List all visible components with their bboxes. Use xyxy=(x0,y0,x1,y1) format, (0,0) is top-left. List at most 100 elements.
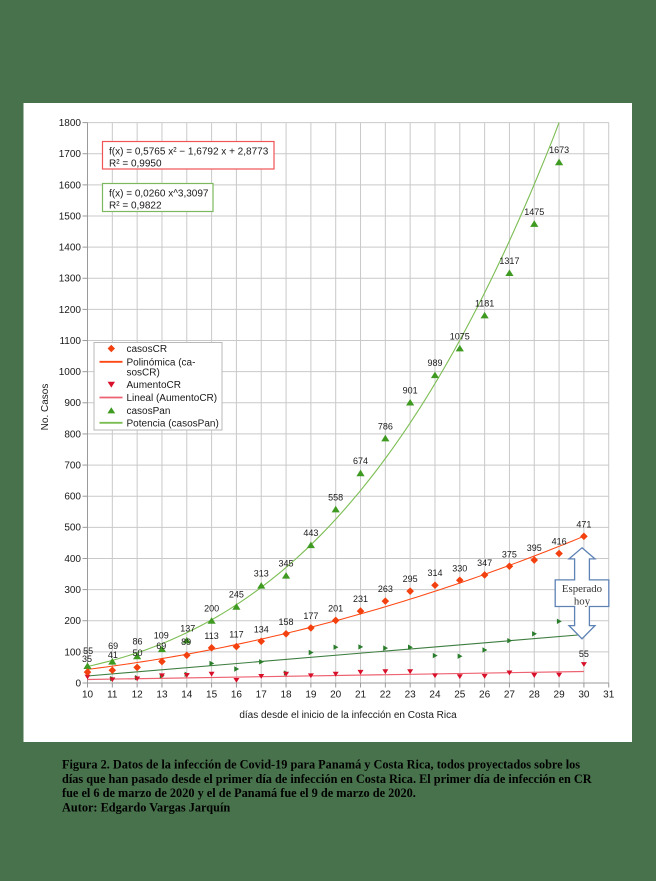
svg-text:263: 263 xyxy=(378,584,393,594)
svg-text:23: 23 xyxy=(405,690,417,701)
svg-text:113: 113 xyxy=(204,631,218,641)
svg-text:14: 14 xyxy=(181,690,193,701)
svg-text:558: 558 xyxy=(328,492,343,502)
svg-text:casosCR: casosCR xyxy=(127,344,168,355)
svg-text:1181: 1181 xyxy=(475,298,494,308)
svg-text:R² = 0,9822: R² = 0,9822 xyxy=(109,200,162,211)
svg-text:86: 86 xyxy=(133,637,143,647)
svg-text:345: 345 xyxy=(279,559,294,569)
svg-text:1500: 1500 xyxy=(59,211,82,222)
svg-text:R² = 0,9950: R² = 0,9950 xyxy=(109,158,162,169)
svg-text:No. Casos: No. Casos xyxy=(40,384,51,431)
svg-text:1400: 1400 xyxy=(59,243,82,254)
svg-text:12: 12 xyxy=(132,690,144,701)
svg-text:69: 69 xyxy=(156,641,166,651)
svg-text:fue el 6 de marzo de 2020 y el: fue el 6 de marzo de 2020 y el de Panamá… xyxy=(62,786,416,800)
svg-text:100: 100 xyxy=(64,647,81,658)
svg-text:443: 443 xyxy=(303,528,318,538)
svg-text:16: 16 xyxy=(231,690,243,701)
svg-text:200: 200 xyxy=(204,604,219,614)
svg-text:20: 20 xyxy=(330,690,342,701)
svg-text:55: 55 xyxy=(83,646,93,656)
svg-text:41: 41 xyxy=(108,650,118,660)
svg-text:245: 245 xyxy=(229,590,244,600)
svg-text:69: 69 xyxy=(108,641,118,651)
svg-text:158: 158 xyxy=(279,617,294,627)
svg-text:sosCR): sosCR) xyxy=(127,367,160,378)
svg-text:786: 786 xyxy=(378,421,393,431)
svg-text:700: 700 xyxy=(64,460,81,471)
svg-text:134: 134 xyxy=(254,624,269,634)
svg-text:13: 13 xyxy=(156,690,168,701)
svg-text:674: 674 xyxy=(353,456,368,466)
svg-text:22: 22 xyxy=(380,690,392,701)
svg-text:400: 400 xyxy=(64,554,81,565)
svg-text:1700: 1700 xyxy=(59,149,82,160)
svg-text:347: 347 xyxy=(477,558,492,568)
svg-text:600: 600 xyxy=(64,492,81,503)
svg-text:Figura 2. Datos de la infecció: Figura 2. Datos de la infección de Covid… xyxy=(62,757,580,771)
svg-text:días desde el inicio de la inf: días desde el inicio de la infección en … xyxy=(239,710,457,721)
svg-text:500: 500 xyxy=(64,523,81,534)
svg-text:177: 177 xyxy=(303,611,318,621)
svg-text:1600: 1600 xyxy=(59,180,82,191)
svg-text:0: 0 xyxy=(75,678,81,689)
svg-text:f(x) = 0,0260 x^3,3097: f(x) = 0,0260 x^3,3097 xyxy=(109,189,209,200)
svg-text:25: 25 xyxy=(454,690,466,701)
svg-text:300: 300 xyxy=(64,585,81,596)
svg-text:AumentoCR: AumentoCR xyxy=(127,380,181,391)
svg-text:15: 15 xyxy=(206,690,218,701)
svg-text:200: 200 xyxy=(64,616,81,627)
svg-text:1300: 1300 xyxy=(59,274,82,285)
svg-text:137: 137 xyxy=(180,624,195,634)
svg-text:314: 314 xyxy=(427,568,442,578)
svg-text:1800: 1800 xyxy=(59,118,82,129)
svg-text:Autor: Edgardo Vargas Jarquín: Autor: Edgardo Vargas Jarquín xyxy=(62,801,230,815)
svg-text:1317: 1317 xyxy=(499,256,519,266)
svg-text:231: 231 xyxy=(353,594,368,604)
svg-text:Lineal (AumentoCR): Lineal (AumentoCR) xyxy=(127,393,218,404)
svg-text:10: 10 xyxy=(82,690,94,701)
svg-text:17: 17 xyxy=(256,690,268,701)
svg-text:28: 28 xyxy=(529,690,541,701)
svg-text:295: 295 xyxy=(403,574,418,584)
svg-text:1200: 1200 xyxy=(59,305,82,316)
svg-text:27: 27 xyxy=(504,690,516,701)
svg-text:416: 416 xyxy=(552,536,567,546)
svg-text:50: 50 xyxy=(133,648,143,658)
svg-text:11: 11 xyxy=(107,690,118,701)
svg-text:30: 30 xyxy=(578,690,590,701)
svg-text:días que han pasado desde el p: días que han pasado desde el primer día … xyxy=(62,772,592,786)
svg-text:29: 29 xyxy=(554,690,566,701)
svg-text:f(x) = 0,5765 x² − 1,6792 x +: f(x) = 0,5765 x² − 1,6792 x + 2,8773 xyxy=(109,147,269,158)
svg-text:hoy: hoy xyxy=(574,595,591,607)
svg-text:18: 18 xyxy=(280,690,292,701)
svg-text:89: 89 xyxy=(181,637,191,647)
svg-text:Potencia (casosPan): Potencia (casosPan) xyxy=(127,418,219,429)
svg-text:35: 35 xyxy=(82,654,92,664)
svg-text:395: 395 xyxy=(527,543,542,553)
svg-text:31: 31 xyxy=(603,690,615,701)
svg-text:1075: 1075 xyxy=(450,331,470,341)
svg-text:109: 109 xyxy=(154,630,169,640)
svg-text:Esperado: Esperado xyxy=(562,583,602,595)
svg-text:800: 800 xyxy=(64,429,81,440)
svg-text:26: 26 xyxy=(479,690,491,701)
svg-text:901: 901 xyxy=(403,385,418,395)
svg-text:19: 19 xyxy=(305,690,317,701)
svg-text:375: 375 xyxy=(502,549,517,559)
svg-text:1673: 1673 xyxy=(549,145,569,155)
svg-text:24: 24 xyxy=(429,690,441,701)
svg-text:1000: 1000 xyxy=(59,367,82,378)
svg-text:21: 21 xyxy=(355,690,367,701)
svg-text:330: 330 xyxy=(452,563,467,573)
svg-text:471: 471 xyxy=(576,519,591,529)
svg-text:900: 900 xyxy=(64,398,81,409)
svg-text:989: 989 xyxy=(427,358,442,368)
svg-text:313: 313 xyxy=(254,569,269,579)
svg-text:1475: 1475 xyxy=(524,207,544,217)
svg-text:117: 117 xyxy=(229,630,243,640)
svg-text:Polinómica (ca-: Polinómica (ca- xyxy=(127,357,196,368)
svg-text:casosPan: casosPan xyxy=(127,406,171,417)
svg-text:1100: 1100 xyxy=(59,336,81,347)
